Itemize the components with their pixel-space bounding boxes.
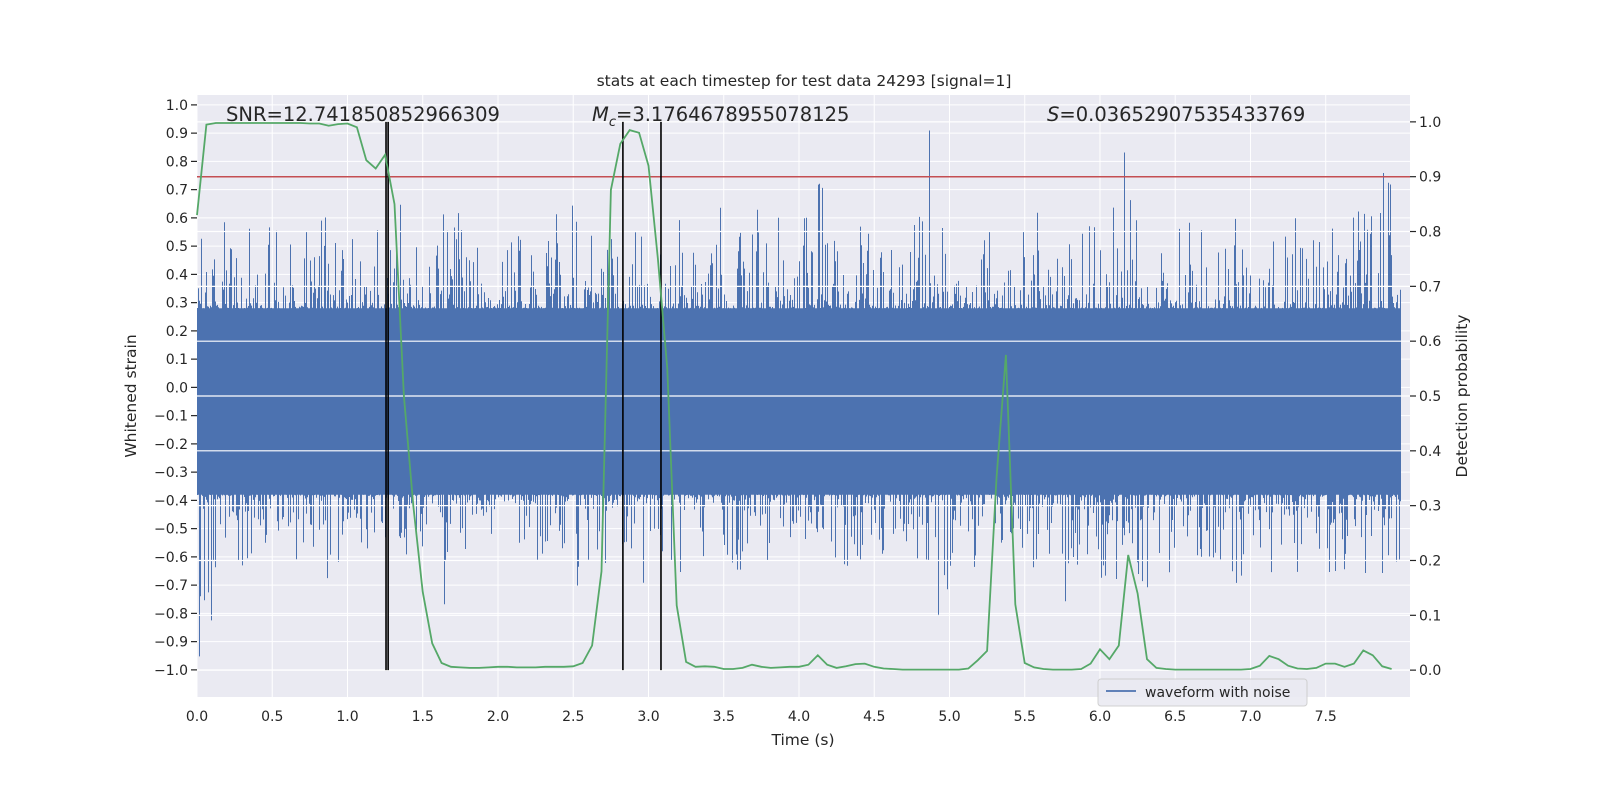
x-tick-label: 7.0 bbox=[1239, 709, 1261, 725]
y-right-tick-label: 0.7 bbox=[1419, 279, 1441, 295]
x-tick-label: 4.5 bbox=[863, 709, 885, 725]
x-tick-label: 4.0 bbox=[788, 709, 810, 725]
y-axis-right-label: Detection probability bbox=[1453, 315, 1471, 478]
legend-label: waveform with noise bbox=[1145, 685, 1290, 701]
x-axis-label: Time (s) bbox=[770, 731, 834, 749]
y-tick-label: 0.1 bbox=[166, 352, 188, 368]
y-tick-label: −0.6 bbox=[154, 550, 188, 566]
legend: waveform with noise bbox=[1098, 679, 1307, 706]
x-tick-label: 5.0 bbox=[938, 709, 960, 725]
y-right-tick-label: 0.8 bbox=[1419, 225, 1441, 241]
annotation-snr: SNR=12.741850852966309 bbox=[226, 103, 500, 126]
y-right-tick-label: 0.5 bbox=[1419, 389, 1441, 405]
y-tick-label: −0.8 bbox=[154, 606, 188, 622]
y-tick-label: 0.8 bbox=[166, 154, 188, 170]
y-tick-label: −1.0 bbox=[154, 663, 188, 679]
y-tick-label: 0.2 bbox=[166, 324, 188, 340]
s-value: =0.03652907535433769 bbox=[1059, 103, 1305, 126]
x-tick-label: 0.5 bbox=[261, 709, 283, 725]
y-tick-label: 0.4 bbox=[166, 267, 188, 283]
x-tick-label: 3.0 bbox=[637, 709, 659, 725]
y-axis-label: Whitened strain bbox=[122, 334, 140, 457]
y-tick-label: 0.7 bbox=[166, 183, 188, 199]
y-right-tick-label: 0.2 bbox=[1419, 553, 1441, 569]
y-tick-label: −0.7 bbox=[154, 578, 188, 594]
y-tick-label: −0.3 bbox=[154, 465, 188, 481]
y-tick-label: 0.6 bbox=[166, 211, 188, 227]
x-tick-label: 6.0 bbox=[1089, 709, 1111, 725]
y-right-tick-label: 1.0 bbox=[1419, 115, 1441, 131]
y-tick-label: 0.9 bbox=[166, 126, 188, 142]
x-tick-label: 3.5 bbox=[713, 709, 735, 725]
y-tick-label: 0.0 bbox=[166, 380, 188, 396]
x-tick-label: 6.5 bbox=[1164, 709, 1186, 725]
y-right-tick-label: 0.1 bbox=[1419, 608, 1441, 624]
mc-symbol: M bbox=[592, 103, 609, 126]
y-tick-label: −0.9 bbox=[154, 635, 188, 651]
y-tick-label: −0.4 bbox=[154, 493, 188, 509]
y-right-tick-label: 0.3 bbox=[1419, 499, 1441, 515]
x-tick-label: 0.0 bbox=[186, 709, 208, 725]
x-tick-label: 2.0 bbox=[487, 709, 509, 725]
y-tick-label: −0.1 bbox=[154, 409, 188, 425]
x-tick-label: 1.0 bbox=[336, 709, 358, 725]
x-tick-label: 5.5 bbox=[1014, 709, 1036, 725]
y-tick-label: 0.3 bbox=[166, 296, 188, 312]
y-right-tick-label: 0.4 bbox=[1419, 444, 1441, 460]
y-tick-label: 1.0 bbox=[166, 98, 188, 114]
y-right-tick-label: 0.9 bbox=[1419, 170, 1441, 186]
y-right-tick-label: 0.6 bbox=[1419, 334, 1441, 350]
y-right-tick-label: 0.0 bbox=[1419, 663, 1441, 679]
x-tick-label: 7.5 bbox=[1315, 709, 1337, 725]
s-symbol: S bbox=[1047, 103, 1059, 126]
annotation-s: S=0.03652907535433769 bbox=[1047, 103, 1305, 126]
mc-value: =3.1764678955078125 bbox=[616, 103, 849, 126]
mc-subscript: c bbox=[609, 115, 616, 130]
y-tick-label: 0.5 bbox=[166, 239, 188, 255]
chart-title: stats at each timestep for test data 242… bbox=[597, 72, 1012, 90]
annotation-chirp-mass: Mc=3.1764678955078125 bbox=[592, 103, 849, 130]
x-tick-label: 1.5 bbox=[412, 709, 434, 725]
y-tick-label: −0.5 bbox=[154, 522, 188, 538]
y-tick-label: −0.2 bbox=[154, 437, 188, 453]
x-tick-label: 2.5 bbox=[562, 709, 584, 725]
